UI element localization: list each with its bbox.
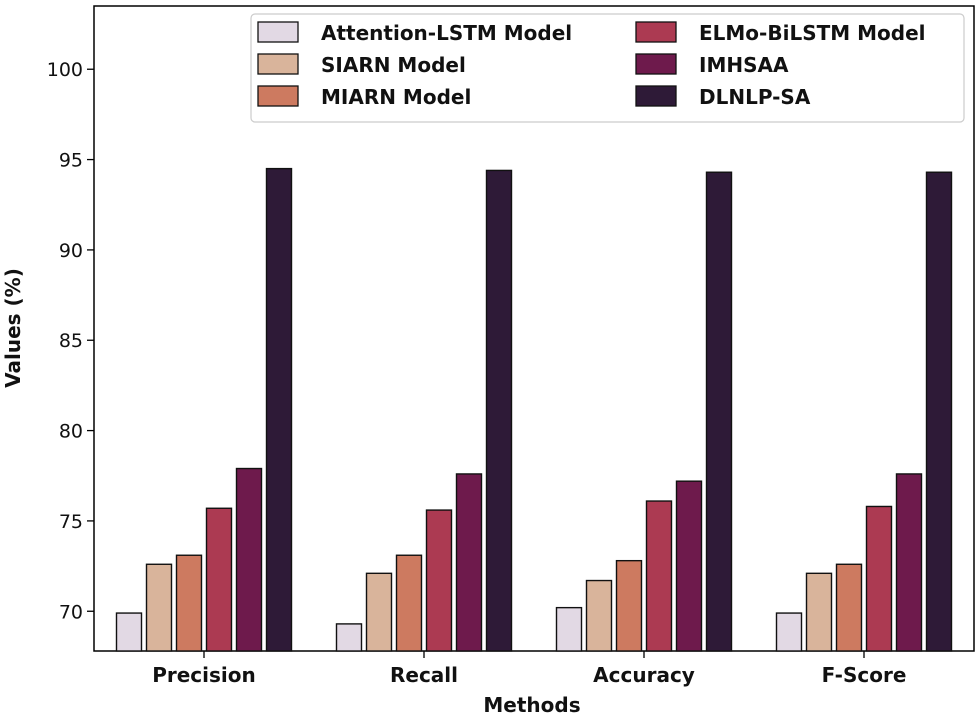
x-axis: Precision Recall Accuracy F-Score (152, 651, 906, 687)
y-tick-label: 95 (59, 150, 83, 172)
legend-label: MIARN Model (321, 85, 471, 109)
bar-elmo-bilstm-model-recall (425, 509, 453, 652)
x-tick-label: Accuracy (593, 663, 695, 687)
legend-frame (250, 13, 965, 123)
legend-label: ELMo-BiLSTM Model (699, 21, 925, 45)
bar-miarn-model-recall (395, 554, 423, 652)
y-tick-label: 100 (47, 59, 83, 81)
bar-dlnlp-sa-recall (485, 169, 513, 652)
legend-swatch (635, 53, 677, 75)
legend-label: Attention-LSTM Model (321, 21, 572, 45)
y-tick-label: 90 (59, 240, 83, 262)
bar-elmo-bilstm-model-accuracy (645, 500, 673, 652)
legend-swatch (257, 21, 299, 43)
legend-swatch (635, 85, 677, 107)
bar-dlnlp-sa-precision (265, 167, 293, 652)
bar-attention-lstm-model-accuracy (555, 606, 583, 652)
bar-imhsaa-precision (235, 467, 263, 652)
bar-imhsaa-f-score (895, 473, 923, 652)
bar-siarn-model-accuracy (585, 579, 613, 652)
x-tick-label: Precision (152, 663, 256, 687)
bar-attention-lstm-model-precision (115, 612, 143, 652)
bar-attention-lstm-model-recall (335, 623, 363, 652)
bar-dlnlp-sa-f-score (925, 171, 953, 652)
y-tick-label: 75 (59, 511, 83, 533)
y-tick-label: 80 (59, 421, 83, 443)
x-tick-label: F-Score (822, 663, 907, 687)
legend-label: DLNLP-SA (699, 85, 811, 109)
x-axis-title: Methods (483, 693, 580, 717)
bar-imhsaa-recall (455, 473, 483, 652)
bar-dlnlp-sa-accuracy (705, 171, 733, 652)
x-tick-label: Recall (390, 663, 458, 687)
bar-elmo-bilstm-model-precision (205, 507, 233, 652)
legend-swatch (635, 21, 677, 43)
bar-elmo-bilstm-model-f-score (865, 505, 893, 652)
bar-imhsaa-accuracy (675, 480, 703, 652)
y-axis-title: Values (%) (1, 268, 25, 388)
bar-miarn-model-precision (175, 554, 203, 652)
legend-swatch (257, 53, 299, 75)
bar-miarn-model-accuracy (615, 559, 643, 652)
legend-label: SIARN Model (321, 53, 466, 77)
bar-siarn-model-f-score (805, 572, 833, 652)
legend-label: IMHSAA (699, 53, 789, 77)
legend-swatch (257, 85, 299, 107)
bar-siarn-model-recall (365, 572, 393, 652)
y-tick-label: 70 (59, 601, 83, 623)
legend: Attention-LSTM Model SIARN Model MIARN Mod… (250, 13, 965, 123)
y-axis: 70 75 80 85 90 95 100 (47, 59, 94, 623)
bar-siarn-model-precision (145, 563, 173, 652)
y-tick-label: 85 (59, 330, 83, 352)
bars-group (115, 167, 953, 652)
bar-attention-lstm-model-f-score (775, 612, 803, 652)
bar-miarn-model-f-score (835, 563, 863, 652)
